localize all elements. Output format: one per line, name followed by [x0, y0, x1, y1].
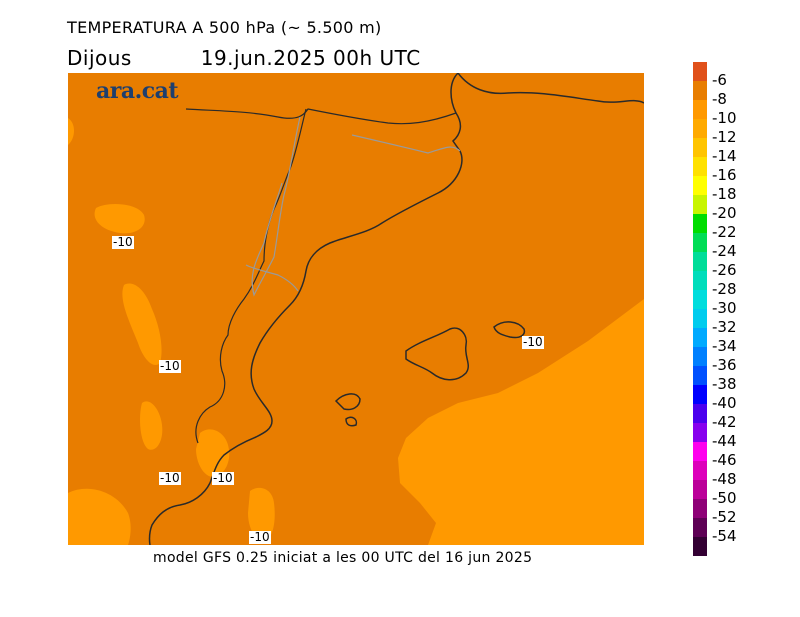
- legend-swatch: [693, 157, 707, 176]
- legend-swatch: [693, 518, 707, 537]
- region-boundary: [251, 116, 301, 297]
- legend-swatch: [693, 176, 707, 195]
- island-mallorca: [405, 327, 469, 381]
- legend-swatch: [693, 404, 707, 423]
- contour-label: -10: [249, 530, 271, 544]
- legend-swatch: [693, 480, 707, 499]
- legend-label: -6: [712, 71, 727, 89]
- legend-swatch: [693, 252, 707, 271]
- legend-label: -26: [712, 261, 737, 279]
- field-minus-10-pocket-sw: [68, 488, 131, 545]
- border-line: [185, 108, 457, 125]
- temperature-map: [68, 73, 644, 545]
- legend-label: -48: [712, 470, 737, 488]
- contour-label: -10: [522, 335, 544, 349]
- legend-swatch: [693, 442, 707, 461]
- contour-label: -10: [159, 359, 181, 373]
- legend-swatch: [693, 385, 707, 404]
- field-minus-10-pocket-south3: [248, 487, 275, 542]
- legend-label: -54: [712, 527, 737, 545]
- legend-swatch: [693, 81, 707, 100]
- legend-swatch: [693, 347, 707, 366]
- legend-label: -36: [712, 356, 737, 374]
- island-formentera: [345, 416, 358, 427]
- legend-swatch: [693, 290, 707, 309]
- legend-swatch: [693, 423, 707, 442]
- legend-swatch: [693, 537, 707, 556]
- legend-swatch: [693, 499, 707, 518]
- region-boundary-3: [245, 264, 299, 292]
- datetime-label: 19.jun.2025 00h UTC: [200, 46, 421, 70]
- chart-title: TEMPERATURA A 500 hPa (~ 5.500 m): [67, 18, 382, 37]
- legend-swatch: [693, 328, 707, 347]
- legend-label: -32: [712, 318, 737, 336]
- legend-label: -30: [712, 299, 737, 317]
- legend-label: -42: [712, 413, 737, 431]
- legend-swatch: [693, 271, 707, 290]
- legend-label: -12: [712, 128, 737, 146]
- legend-label: -34: [712, 337, 737, 355]
- legend-swatch: [693, 62, 707, 81]
- legend-label: -44: [712, 432, 737, 450]
- brand-logo: ara.cat: [96, 78, 179, 104]
- legend-label: -20: [712, 204, 737, 222]
- island-eivissa: [334, 393, 361, 411]
- field-minus-10-pocket-south2: [196, 429, 230, 478]
- weekday-label: Dijous: [67, 46, 132, 70]
- coastline-north: [457, 73, 644, 104]
- legend-swatch: [693, 138, 707, 157]
- model-run-note: model GFS 0.25 iniciat a les 00 UTC del …: [153, 550, 533, 566]
- legend-label: -52: [712, 508, 737, 526]
- legend-swatch: [693, 195, 707, 214]
- legend-label: -16: [712, 166, 737, 184]
- legend-label: -24: [712, 242, 737, 260]
- legend-swatch: [693, 309, 707, 328]
- legend-swatch: [693, 100, 707, 119]
- field-minus-10-pocket-south: [140, 401, 163, 450]
- legend-label: -8: [712, 90, 727, 108]
- island-menorca: [493, 321, 526, 339]
- field-minus-10-pocket-west: [94, 203, 145, 234]
- legend-swatch: [693, 119, 707, 138]
- legend-label: -10: [712, 109, 737, 127]
- color-legend-bar: [693, 62, 707, 556]
- legend-label: -40: [712, 394, 737, 412]
- legend-label: -38: [712, 375, 737, 393]
- field-minus-10-region: [398, 299, 644, 545]
- legend-label: -18: [712, 185, 737, 203]
- legend-label: -50: [712, 489, 737, 507]
- legend-swatch: [693, 214, 707, 233]
- legend-label: -22: [712, 223, 737, 241]
- field-minus-10-pocket-west2: [122, 283, 162, 365]
- contour-label: -10: [159, 471, 181, 485]
- chart-subtitle: Dijous 19.jun.2025 00h UTC: [67, 46, 421, 70]
- legend-label: -14: [712, 147, 737, 165]
- legend-swatch: [693, 461, 707, 480]
- field-minus-10-pocket-edge: [68, 118, 74, 145]
- border-line-2: [195, 108, 307, 444]
- legend-swatch: [693, 366, 707, 385]
- legend-swatch: [693, 233, 707, 252]
- coastline: [148, 73, 463, 545]
- legend-label: -46: [712, 451, 737, 469]
- legend-label: -28: [712, 280, 737, 298]
- contour-label: -10: [112, 235, 134, 249]
- region-boundary-2: [351, 134, 461, 154]
- contour-label: -10: [212, 471, 234, 485]
